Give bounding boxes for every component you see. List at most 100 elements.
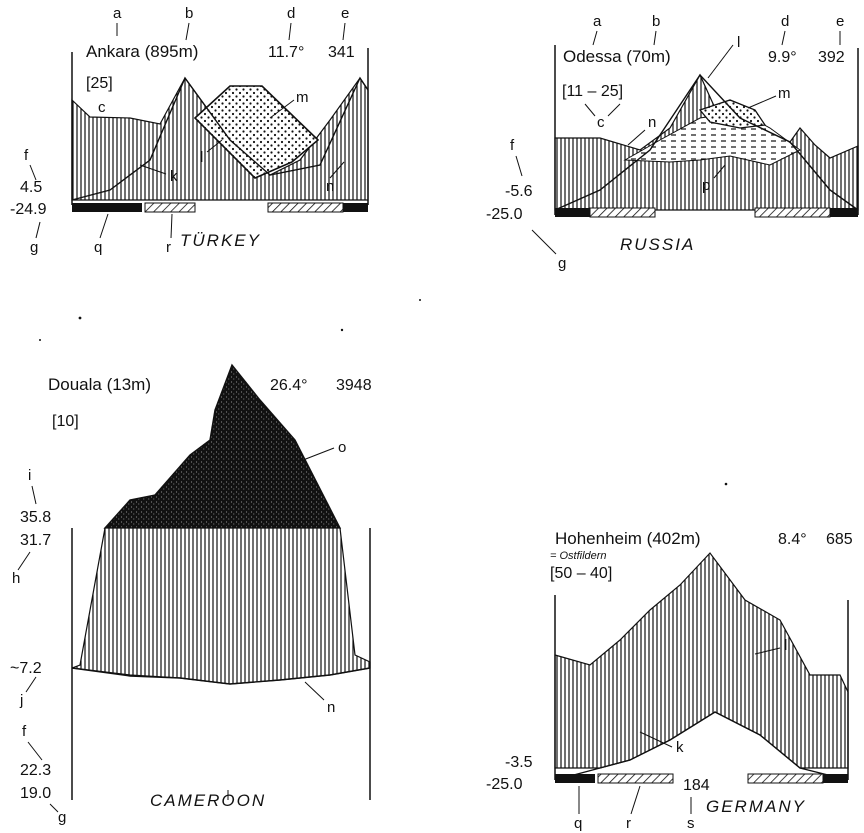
ankara-frost-bar-r2 [267, 202, 344, 213]
odessa-temp-curve [554, 73, 859, 211]
douala-humid-area [71, 527, 371, 685]
odessa-leader-c2 [607, 103, 621, 117]
hohenheim-frost-bar-right [823, 774, 848, 783]
douala-leader-i [31, 485, 37, 505]
ankara-country: TÜRKEY [180, 231, 261, 250]
odessa-precip: 392 [818, 49, 845, 66]
odessa-label-g: g [558, 255, 566, 272]
ankara-frost-bar-right [343, 203, 368, 212]
odessa-leader-d [781, 30, 786, 46]
hohenheim-label-l: l [784, 637, 787, 654]
odessa-leader-l [707, 44, 734, 79]
douala-temp-curve [71, 667, 371, 685]
odessa-y-upper: -5.6 [505, 183, 533, 200]
douala-perhumid-area [103, 363, 342, 529]
ankara-frost-bar-left [72, 203, 142, 212]
douala-country: CAMEROON [150, 791, 266, 810]
odessa-label-e: e [836, 13, 844, 30]
ankara-leader-l [206, 139, 223, 153]
odessa-frost-bar-left [555, 208, 590, 217]
odessa-label-b: b [652, 13, 660, 30]
odessa-label-c: c [597, 114, 605, 131]
hohenheim-temp-curve [554, 711, 849, 781]
douala-leader-g [49, 803, 59, 813]
odessa-panel: Odessa (70m) 9.9° 392 [11 – 25] -5.6 -25… [486, 13, 859, 272]
douala-y-min-abs: 22.3 [20, 762, 51, 779]
hohenheim-y-lower: -25.0 [486, 776, 523, 793]
scan-specks [39, 299, 728, 486]
ankara-y-lower: -24.9 [10, 201, 47, 218]
douala-label-i: i [28, 467, 31, 484]
odessa-label-n: n [648, 114, 656, 131]
douala-label-n: n [327, 699, 335, 716]
odessa-label-p: p [702, 177, 710, 194]
ankara-label-c: c [98, 99, 106, 116]
ankara-leader-m [269, 99, 295, 119]
ankara-panel: Ankara (895m) 11.7° 341 [25] 4.5 -24.9 T… [10, 5, 369, 256]
odessa-label-d: d [781, 13, 789, 30]
douala-y-min-mean: ~7.2 [10, 660, 42, 677]
douala-leader-f [27, 741, 43, 761]
ankara-leader-n [329, 161, 345, 179]
douala-precip: 3948 [336, 377, 372, 394]
ankara-label-k: k [170, 168, 178, 185]
ankara-label-q: q [94, 239, 102, 256]
odessa-years: [11 – 25] [562, 83, 623, 100]
hohenheim-leader-l [754, 647, 781, 655]
ankara-leader-k [139, 164, 167, 175]
ankara-label-m: m [296, 89, 309, 106]
douala-title: Douala (13m) [48, 375, 151, 394]
hohenheim-years: [50 – 40] [550, 565, 612, 582]
ankara-leader-g [35, 221, 41, 239]
odessa-country: RUSSIA [620, 235, 695, 254]
ankara-leader-f [29, 164, 37, 181]
douala-y-max-abs: 35.8 [20, 509, 51, 526]
odessa-label-l: l [737, 34, 740, 51]
douala-y-bottom: 19.0 [20, 785, 51, 802]
hohenheim-leader-r [630, 785, 641, 815]
douala-label-h: h [12, 570, 20, 587]
hohenheim-leader-k [639, 731, 673, 748]
odessa-label-m: m [778, 85, 791, 102]
ankara-label-r: r [166, 239, 171, 256]
douala-label-j: j [19, 692, 23, 709]
hohenheim-temp: 8.4° [778, 531, 807, 548]
ankara-label-n: n [326, 178, 334, 195]
odessa-temp: 9.9° [768, 49, 797, 66]
hohenheim-frost-bar-left [555, 774, 595, 783]
hohenheim-label-r: r [626, 815, 631, 832]
ankara-leader-b [185, 22, 190, 41]
odessa-frost-bar-r1 [589, 207, 656, 218]
ankara-leader-e [342, 22, 346, 41]
hohenheim-precip: 685 [826, 531, 853, 548]
ankara-temp-curve [71, 76, 369, 201]
ankara-label-f: f [24, 147, 29, 164]
ankara-years: [25] [86, 75, 113, 92]
hohenheim-humid-area [554, 552, 849, 769]
hohenheim-y-upper: -3.5 [505, 754, 533, 771]
ankara-label-d: d [287, 5, 295, 22]
douala-label-f: f [22, 723, 27, 740]
hohenheim-panel: Hohenheim (402m) 8.4° 685 = Ostfildern [… [486, 529, 853, 832]
hohenheim-frost-bar-r1 [597, 773, 674, 784]
douala-y-max-mean: 31.7 [20, 532, 51, 549]
hohenheim-note: = Ostfildern [550, 550, 607, 562]
hohenheim-label-q: q [574, 815, 582, 832]
odessa-label-a: a [593, 13, 602, 30]
ankara-leader-d [288, 22, 292, 41]
hohenheim-label-k: k [676, 739, 684, 756]
odessa-leader-c1 [584, 103, 596, 117]
ankara-y-upper: 4.5 [20, 179, 42, 196]
ankara-label-a: a [113, 5, 122, 22]
odessa-leader-n [627, 129, 646, 146]
douala-leader-j [25, 676, 37, 693]
ankara-label-b: b [185, 5, 193, 22]
hohenheim-frost-bar-r2 [747, 773, 824, 784]
odessa-y-lower: -25.0 [486, 206, 523, 223]
ankara-frost-bar-r1 [144, 202, 196, 213]
ankara-label-g: g [30, 239, 38, 256]
odessa-frost-bar-right [830, 208, 858, 217]
odessa-frost-bar-r2 [754, 207, 831, 218]
ankara-temp: 11.7° [268, 44, 304, 61]
